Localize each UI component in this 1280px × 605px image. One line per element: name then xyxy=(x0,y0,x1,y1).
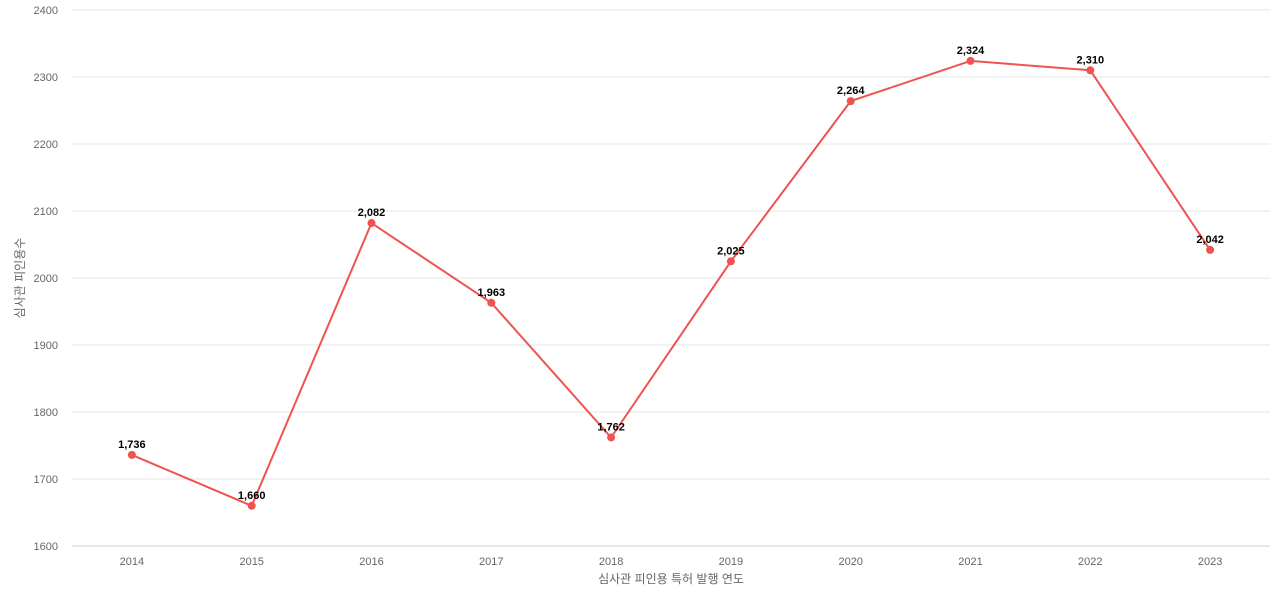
x-tick-label: 2019 xyxy=(719,556,743,568)
x-tick-label: 2023 xyxy=(1198,556,1222,568)
data-point[interactable] xyxy=(368,219,376,227)
x-axis-ticks: 2014 2015 2016 2017 2018 2019 2020 2021 2022 2023 xyxy=(120,556,1223,568)
data-label: 2,042 xyxy=(1196,234,1224,246)
data-labels: 1,736 1,660 2,082 1,963 1,762 2,025 2,264 2,324… xyxy=(118,45,1224,502)
y-tick-label: 2000 xyxy=(34,273,58,285)
x-tick-label: 2020 xyxy=(838,556,862,568)
data-label: 2,324 xyxy=(957,45,985,57)
data-point[interactable] xyxy=(727,257,735,265)
data-point[interactable] xyxy=(487,299,495,307)
y-tick-label: 2100 xyxy=(34,206,58,218)
data-label: 1,762 xyxy=(597,421,625,433)
y-tick-label: 1700 xyxy=(34,474,58,486)
data-label: 1,660 xyxy=(238,490,266,502)
data-point[interactable] xyxy=(607,433,615,441)
data-point[interactable] xyxy=(128,451,136,459)
y-tick-label: 1900 xyxy=(34,340,58,352)
data-point[interactable] xyxy=(1086,66,1094,74)
x-tick-label: 2016 xyxy=(359,556,383,568)
data-label: 2,310 xyxy=(1077,54,1105,66)
data-point[interactable] xyxy=(248,502,256,510)
series-line xyxy=(132,61,1210,506)
y-tick-label: 2300 xyxy=(34,72,58,84)
y-tick-label: 2200 xyxy=(34,139,58,151)
y-tick-label: 2400 xyxy=(34,5,58,17)
y-tick-label: 1800 xyxy=(34,407,58,419)
x-tick-label: 2022 xyxy=(1078,556,1102,568)
data-label: 2,082 xyxy=(358,207,386,219)
gridlines xyxy=(72,10,1270,546)
x-tick-label: 2014 xyxy=(120,556,144,568)
y-tick-label: 1600 xyxy=(34,541,58,553)
data-label: 1,963 xyxy=(478,287,506,299)
data-label: 2,264 xyxy=(837,85,865,97)
data-label: 2,025 xyxy=(717,245,745,257)
y-axis-title: 심사관 피인용수 xyxy=(13,238,27,319)
data-label: 1,736 xyxy=(118,439,146,451)
y-axis-ticks: 1600 1700 1800 1900 2000 2100 2200 2300 2400 xyxy=(34,5,58,553)
data-point[interactable] xyxy=(847,97,855,105)
x-axis-title: 심사관 피인용 특허 발행 연도 xyxy=(598,571,744,586)
series-line-group xyxy=(128,57,1214,510)
x-tick-label: 2015 xyxy=(239,556,263,568)
x-tick-label: 2017 xyxy=(479,556,503,568)
x-tick-label: 2021 xyxy=(958,556,982,568)
data-point[interactable] xyxy=(967,57,975,65)
data-point[interactable] xyxy=(1206,246,1214,254)
x-tick-label: 2018 xyxy=(599,556,623,568)
